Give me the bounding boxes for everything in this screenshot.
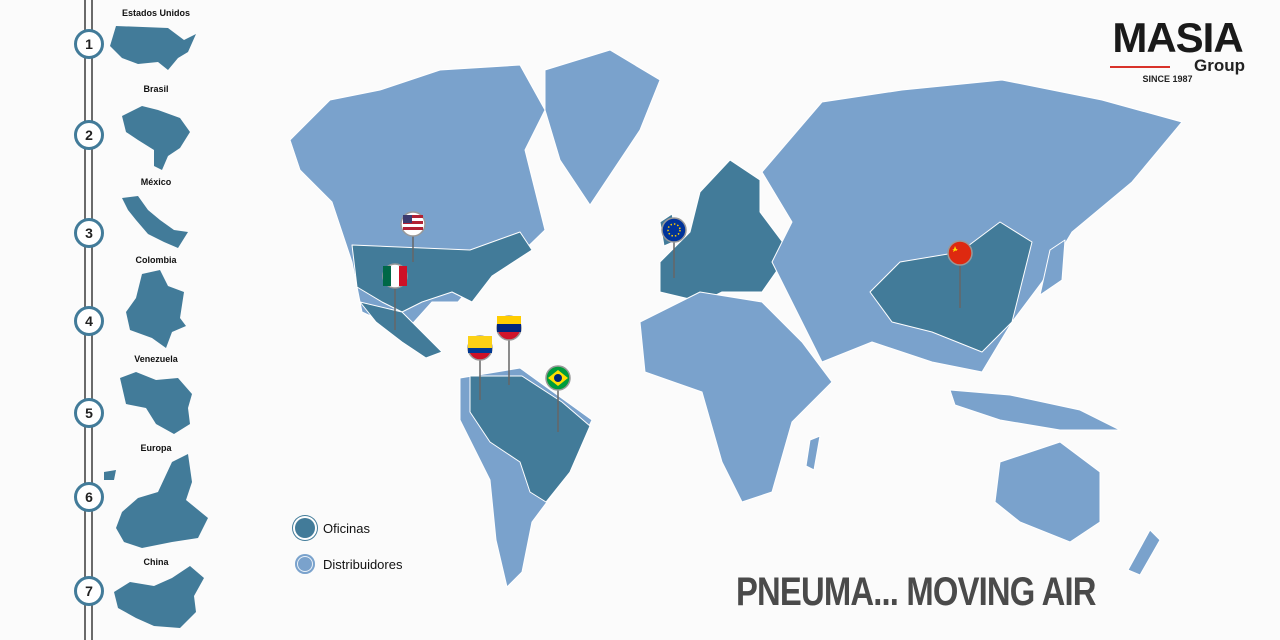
- venezuela-flag-pin: [496, 315, 522, 341]
- step-6: 6: [74, 482, 104, 512]
- label-china: China: [143, 557, 169, 567]
- label-mexico: México: [140, 177, 172, 187]
- china-flag-pin: [947, 240, 973, 266]
- australia: [994, 441, 1101, 543]
- label-venezuela: Venezuela: [134, 354, 178, 364]
- step-3: 3: [74, 218, 104, 248]
- usa: [351, 231, 533, 313]
- legend-offices-label: Oficinas: [323, 520, 370, 536]
- mexico-flag-pin: [382, 263, 408, 289]
- colombia-venezuela-brazil: [469, 375, 591, 503]
- asia: [761, 79, 1183, 373]
- colombia-silhouette: [126, 270, 186, 348]
- china-silhouette: [114, 566, 204, 628]
- greenland: [544, 49, 661, 206]
- label-usa: Estados Unidos: [121, 8, 190, 18]
- slogan: PNEUMA... MOVING AIR: [736, 570, 1096, 614]
- step-4: 4: [74, 306, 104, 336]
- usa-silhouette: [110, 26, 196, 70]
- step-2: 2: [74, 120, 104, 150]
- brasil-silhouette: [122, 106, 190, 170]
- distributors-swatch: [295, 554, 315, 574]
- usa-flag-pin: [400, 211, 426, 237]
- legend-offices: Oficinas: [295, 518, 370, 538]
- legend-distributors: Distribuidores: [295, 554, 402, 574]
- offices-swatch: [295, 518, 315, 538]
- brazil-flag-pin: [545, 365, 571, 391]
- step-1: 1: [74, 29, 104, 59]
- step-7: 7: [74, 576, 104, 606]
- europa-silhouette: [104, 454, 208, 548]
- colombia-flag-pin: [467, 335, 493, 361]
- logo-sub: Group: [1110, 57, 1245, 74]
- new-zealand: [1127, 529, 1161, 576]
- step-5: 5: [74, 398, 104, 428]
- eu-flag-pin: [661, 217, 687, 243]
- legend-distributors-label: Distribuidores: [323, 556, 403, 572]
- logo-since: SINCE 1987: [1142, 74, 1193, 84]
- madagascar: [805, 435, 821, 471]
- label-colombia: Colombia: [135, 255, 177, 265]
- japan: [1039, 239, 1066, 296]
- label-europa: Europa: [140, 443, 172, 453]
- mexico: [359, 301, 443, 359]
- label-brasil: Brasil: [143, 84, 169, 94]
- logo-name: MASIA: [1112, 14, 1243, 61]
- masia-logo: MASIA Group SINCE 1987: [1110, 14, 1245, 84]
- africa: [639, 291, 833, 503]
- indonesia: [949, 389, 1121, 431]
- venezuela-silhouette: [120, 372, 192, 434]
- mexico-silhouette: [122, 196, 188, 248]
- china: [869, 221, 1033, 353]
